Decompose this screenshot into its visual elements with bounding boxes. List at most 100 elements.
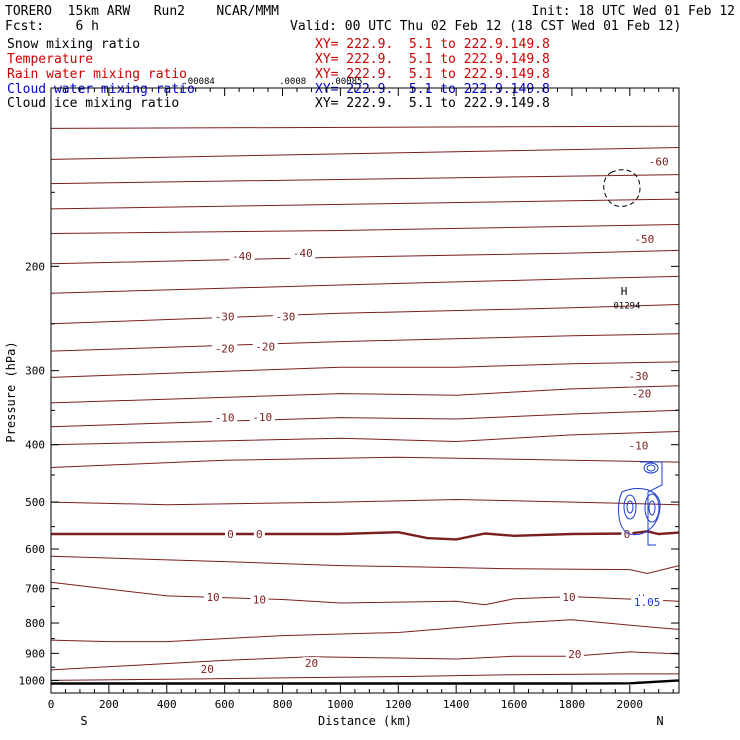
x-tick-label: 1800 [559,698,586,711]
contour-label-bg [212,310,238,323]
contour-value-label: 20 [568,648,581,661]
contour-label-bg [560,590,579,603]
contour-labels: -60 -50 -40 -40 -30 -30 -30 -20 -20 -20 -10 -10 -10 0… [182,77,672,676]
contour-value-label: -10 [215,412,235,425]
contour-value-label: -60 [649,155,669,168]
temperature-contour [50,249,680,265]
x-tick-label: 1400 [443,698,470,711]
field-xy-temperature: XY= 222.9. 5.1 to 222.9.149.8 [315,52,550,67]
contour-value-label: -40 [293,247,313,260]
temperature-contour [50,431,680,446]
contour-value-label: .00085 [330,77,363,87]
temperature-contour [50,333,680,352]
contour-label-bg [212,342,238,355]
contour-value-label: -40 [232,250,252,263]
valid-time: Valid: 00 UTC Thu 02 Feb 12 (18 CST Wed … [290,19,682,34]
field-label-rain: Rain water mixing ratio [7,67,188,82]
cloud-water-contour [644,493,660,523]
contour-value-label: 0 [256,528,263,541]
x-tick-label: 1000 [327,698,354,711]
temperature-contour [50,147,680,160]
temperature-contour [50,275,680,294]
x-axis-label: Distance (km) [318,714,412,728]
contour-label-bg [302,657,321,670]
temperature-contour [50,174,680,185]
cloud-water-contour [646,464,656,472]
temperature-contour [50,304,680,325]
cloud-features [603,169,663,546]
contour-value-label: 10 [562,591,575,604]
x-tick-label: 600 [215,698,235,711]
y-tick-label: 900 [25,647,45,660]
cloud-water-contour [648,500,656,516]
y-tick-label: 1000 [19,674,46,687]
south-end-label: S [80,714,87,728]
temperature-contour [50,619,680,643]
cloud-water-outline [640,461,663,546]
contour-label-bg [252,340,278,353]
temperature-contour [50,409,680,428]
x-tick-label: 1600 [501,698,528,711]
model-title: TORERO 15km ARW Run2 NCAR/MMM [5,4,279,19]
plot-border [50,87,680,694]
contour-value-label: 1.05 [634,596,661,609]
contour-label-bg [229,249,255,262]
forecast-hour: Fcst: 6 h [5,19,99,34]
contour-label-bg [628,387,654,400]
contour-label-bg [253,528,265,541]
contour-value-label: 01294 [613,302,640,312]
contour-label-bg [212,411,238,424]
contour-value-label: 0 [227,528,234,541]
y-tick-label: 800 [25,617,45,630]
contour-value-label: -20 [215,342,235,355]
field-xy-cloud-ice: XY= 222.9. 5.1 to 222.9.149.8 [315,96,550,111]
temperature-contour [50,125,680,129]
contour-label-bg [272,310,298,323]
contour-label-bg [625,439,651,452]
x-tick-label: 800 [273,698,293,711]
temperature-contour [50,498,680,506]
y-tick-label: 700 [25,583,45,596]
x-tick-label: 2000 [617,698,644,711]
north-end-label: N [656,714,663,728]
contour-value-label: -50 [634,233,654,246]
temperature-contour [50,673,679,681]
temperature-contour [50,456,680,468]
temperature-contour [50,555,680,575]
contour-value-label: .0008 [279,77,306,87]
contour-value-label: 10 [253,593,266,606]
contour-label-bg [646,155,672,168]
y-tick-label: 500 [25,496,45,509]
contour-label-bg [290,247,316,260]
y-tick-label: 400 [25,439,45,452]
contour-value-label: .00084 [182,77,215,87]
x-axis: 0 200 400 600 800 1000 1200 1400 1600 1800 2000 [48,88,674,711]
contour-lines [50,125,680,685]
y-axis-label: Pressure (hPa) [4,341,18,442]
contour-label-bg [631,595,664,608]
contour-label-bg [249,410,275,423]
field-xy-rain: XY= 222.9. 5.1 to 222.9.149.8 [315,67,550,82]
contour-label-bg [250,593,269,606]
plot-frame [50,87,680,694]
temperature-contour [50,361,680,378]
temperature-contour [50,651,680,671]
contour-label-bg [198,663,217,676]
contour-label-bg [625,369,651,382]
contour-value-label: H [621,285,628,298]
x-tick-label: 200 [99,698,119,711]
contour-label-bg [565,647,584,660]
cloud-water-contour [623,494,637,520]
cloud-water-contour [643,462,659,474]
contour-value-label: -10 [252,411,272,424]
temperature-contour [50,198,680,210]
y-tick-label: 600 [25,543,45,556]
temperature-contour [50,224,680,234]
field-label-snow: Snow mixing ratio [7,37,141,52]
contour-value-label: -30 [215,310,235,323]
ice-maximum-contour [603,169,641,207]
field-xy-snow: XY= 222.9. 5.1 to 222.9.149.8 [315,37,550,52]
contour-label-bg [204,590,223,603]
y-tick-label: 200 [25,260,45,273]
ground-line [51,679,680,685]
